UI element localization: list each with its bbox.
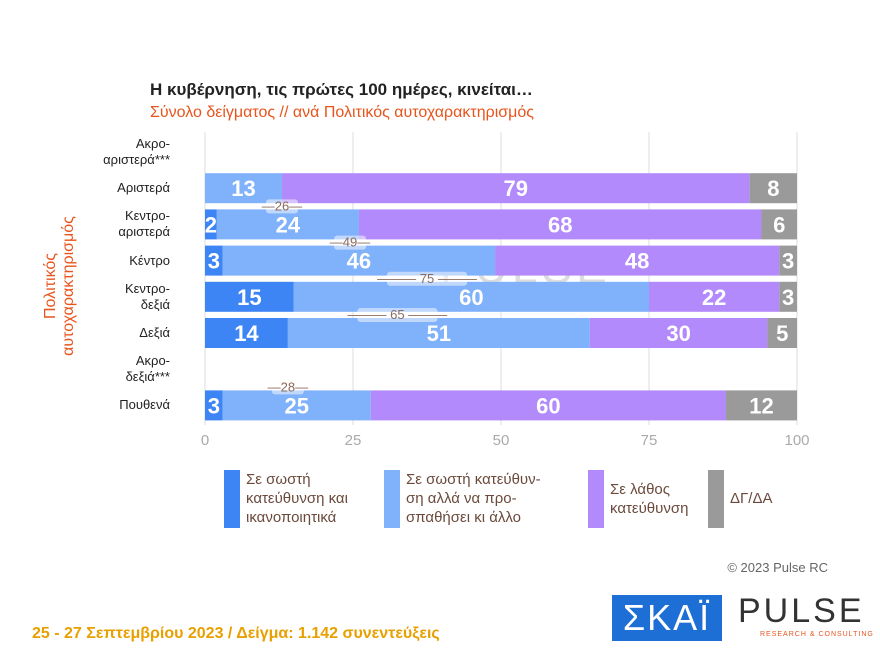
category-label: Ακρο-δεξιά*** [125,353,170,385]
data-label: 6 [773,212,785,237]
total-label: —49— [330,235,370,250]
data-label: 2 [205,212,217,237]
bar-segment [205,245,223,276]
data-label: 3 [782,285,794,310]
legend-swatch [384,470,400,528]
bar-segment [725,390,797,421]
category-label: Πουθενά [119,397,170,413]
legend-label: Σε σωστή κατεύθυνση και ικανοποιητικά [246,471,348,526]
total-label-bg [357,308,438,322]
legend-label: ΔΓ/ΔΑ [730,490,773,507]
footer-note: 25 - 27 Σεπτεμβρίου 2023 / Δείγμα: 1.142… [32,625,440,642]
bar-segment [205,173,282,204]
category-label: Κεντρο-δεξιά [124,280,170,312]
data-label: 79 [504,176,528,201]
bar-segment [589,318,768,348]
total-label-bg [387,271,467,286]
x-tick-label: 0 [201,432,209,449]
bar-segment [216,209,359,240]
data-label: 24 [276,212,301,237]
data-label: 13 [231,176,255,201]
legend-label: Σε λάθος κατεύθυνση [610,480,689,517]
bar-segment [779,245,797,276]
category-label: Δεξιά [139,325,170,340]
data-label: 3 [208,249,220,274]
pulse-logo: PULSE [738,592,865,630]
bar-segment [761,209,797,240]
bar-segment [649,281,780,312]
bar-segment [205,281,294,312]
bar-segment [495,245,780,276]
category-label: Κέντρο [129,252,170,268]
legend-item: ΔΓ/ΔΑ [708,470,772,528]
data-label: 60 [459,285,483,310]
x-tick-label: 75 [641,432,658,449]
category-label: Ακρο-αριστερά*** [103,136,170,167]
skai-logo: ΣΚΑΪ [612,595,722,641]
chart-subtitle: Σύνολο δείγματος // ανά Πολιτικός αυτοχα… [150,104,534,121]
chart-title: Η κυβέρνηση, τις πρώτες 100 ημέρες, κινε… [150,80,533,99]
data-label: 22 [702,285,726,310]
total-label: ——— 75 ——— [377,271,477,286]
bar-segment [222,245,496,276]
copyright: © 2023 Pulse RC [727,560,828,575]
bar-segment [287,318,590,348]
bar-segment [281,173,750,204]
bar-segment [358,209,762,240]
bar-segment [222,390,371,421]
bar-segment [205,318,288,348]
legend-swatch [708,470,724,528]
total-label: ——— 65 ——— [348,307,448,322]
category-label: Αριστερά [117,180,170,196]
legend-swatch [588,470,604,528]
bar-segment [293,281,649,312]
bar-segment [205,390,223,421]
data-label: 25 [285,393,309,418]
data-label: 12 [749,393,773,418]
data-label: 46 [347,249,371,274]
bar-segment [779,281,797,312]
category-label: Κεντρο-αριστερά [118,208,170,240]
data-label: 15 [237,285,261,310]
total-label-bg [265,199,298,214]
data-label: 30 [666,321,690,346]
bar-segment [370,390,726,421]
legend-item: Σε σωστή κατεύθυν-ση αλλά να προ-σπαθήσε… [384,470,541,528]
x-tick-label: 50 [493,432,510,449]
data-label: 14 [234,321,259,346]
data-label: 5 [776,321,788,346]
x-tick-label: 25 [345,432,362,449]
total-label-bg [271,380,304,395]
legend-item: Σε λάθος κατεύθυνση [588,470,688,528]
data-label: 48 [625,249,649,274]
data-label: 51 [427,321,451,346]
bar-segment [767,318,797,348]
data-label: 3 [782,249,794,274]
bar-segment [749,173,797,204]
data-label: 68 [548,212,572,237]
x-tick-label: 100 [784,432,809,449]
legend-label: Σε σωστή κατεύθυν-ση αλλά να προ-σπαθήσε… [406,471,541,526]
data-label: 60 [536,393,560,418]
pulse-logo-sub: RESEARCH & CONSULTING [760,631,874,638]
data-label: 8 [767,176,779,201]
total-label-bg [334,235,367,250]
data-label: 3 [208,393,220,418]
legend-item: Σε σωστή κατεύθυνση και ικανοποιητικά [224,470,348,528]
total-label: —26— [262,198,302,213]
total-label: —28— [268,379,308,394]
legend-swatch [224,470,240,528]
bar-segment [205,209,217,240]
